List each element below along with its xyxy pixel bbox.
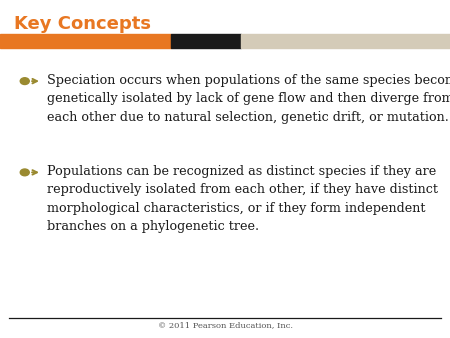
Text: Key Concepts: Key Concepts xyxy=(14,15,150,33)
Text: Populations can be recognized as distinct species if they are
reproductively iso: Populations can be recognized as distinc… xyxy=(47,165,438,234)
Bar xyxy=(241,34,450,48)
Text: © 2011 Pearson Education, Inc.: © 2011 Pearson Education, Inc. xyxy=(158,321,292,329)
Text: Speciation occurs when populations of the same species become
genetically isolat: Speciation occurs when populations of th… xyxy=(47,74,450,124)
Circle shape xyxy=(20,169,29,176)
Bar xyxy=(0,34,171,48)
Circle shape xyxy=(20,78,29,84)
Bar xyxy=(171,34,241,48)
